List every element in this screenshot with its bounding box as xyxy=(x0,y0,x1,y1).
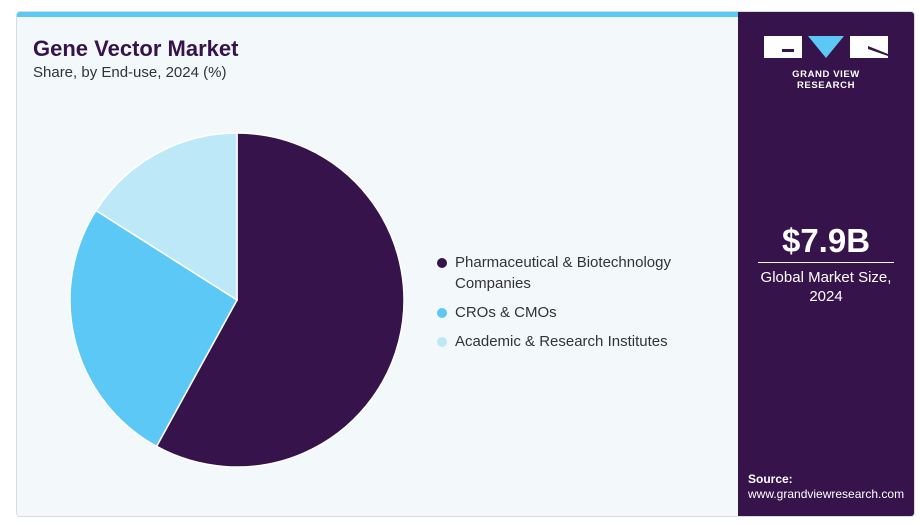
caption-line: Global Market Size, xyxy=(760,269,892,286)
gvr-logo-icon xyxy=(764,36,888,58)
legend-label: Pharmaceutical & Biotechnology Companies xyxy=(455,254,671,292)
chart-card: Gene Vector Market Share, by End-use, 20… xyxy=(16,11,915,517)
legend-item: Academic & Research Institutes xyxy=(437,331,695,352)
brand-name: GRAND VIEW RESEARCH xyxy=(792,69,860,91)
summary-panel: GRAND VIEW RESEARCH $7.9B Global Market … xyxy=(738,12,914,516)
legend: Pharmaceutical & Biotechnology Companies… xyxy=(437,252,695,360)
pie-slice xyxy=(155,132,405,468)
market-size-value: $7.9B xyxy=(781,222,871,259)
legend-swatch xyxy=(437,337,447,347)
source: Source: www.grandviewresearch.com xyxy=(748,472,904,502)
accent-bar xyxy=(17,12,738,17)
pie-chart xyxy=(69,132,405,468)
pie-slice xyxy=(94,132,238,302)
divider xyxy=(758,262,894,263)
legend-swatch xyxy=(437,258,447,268)
source-url[interactable]: www.grandviewresearch.com xyxy=(748,487,905,501)
market-size-caption: Global Market Size, 2024 xyxy=(738,268,914,306)
chart-title: Gene Vector Market xyxy=(33,36,239,61)
source-label: Source: xyxy=(748,472,793,486)
legend-label: Academic & Research Institutes xyxy=(455,333,668,350)
legend-item: Pharmaceutical & Biotechnology Companies xyxy=(437,252,695,294)
brand-logo: GRAND VIEW RESEARCH xyxy=(764,36,888,91)
legend-label: CROs & CMOs xyxy=(455,304,557,321)
caption-line: 2024 xyxy=(809,288,843,305)
pie-slice xyxy=(69,209,238,448)
legend-item: CROs & CMOs xyxy=(437,302,695,323)
chart-subtitle: Share, by End-use, 2024 (%) xyxy=(33,64,227,81)
legend-swatch xyxy=(437,308,447,318)
